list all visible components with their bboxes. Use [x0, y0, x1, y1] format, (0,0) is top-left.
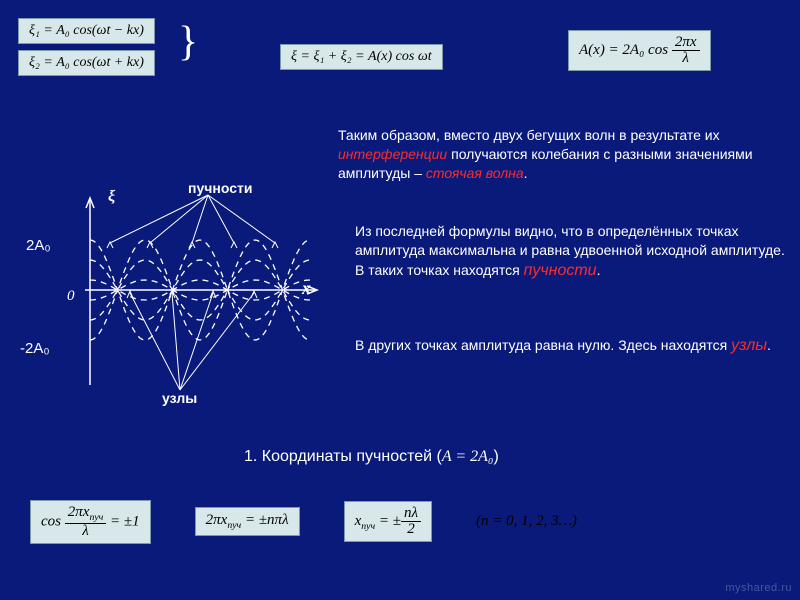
bottom-formulas-row: cos 2πxпучλ = ±1 2πxпуч = ±nπλ xпуч = ±n…: [30, 500, 770, 544]
standing-wave-diagram: пучности узлы ξ x 2A₀ -2A₀ 0: [20, 190, 330, 405]
nodes-label: узлы: [162, 390, 197, 406]
formula-xi1: ξ₁ = A₀ cos(ωt − kx): [18, 18, 155, 44]
formula-bottom-3: xпуч = ±nλ2: [344, 501, 432, 542]
xi-axis-label: ξ: [108, 188, 115, 206]
p2-end: .: [597, 262, 601, 278]
y-top-label: 2A₀: [26, 237, 51, 254]
origin-label: 0: [67, 288, 75, 305]
p1-end: .: [524, 165, 528, 181]
p3-h: узлы: [731, 337, 767, 354]
p1-pre: Таким образом, вместо двух бегущих волн …: [338, 127, 720, 143]
paragraph-3: В других точках амплитуда равна нулю. Зд…: [355, 335, 775, 357]
y-bot-label: -2A₀: [20, 340, 50, 357]
watermark: myshared.ru: [725, 582, 792, 594]
p3-pre: В других точках амплитуда равна нулю. Зд…: [355, 337, 731, 353]
formula-xi2: ξ₂ = A₀ cos(ωt + kx): [18, 50, 155, 76]
paragraph-1: Таким образом, вместо двух бегущих волн …: [338, 126, 778, 183]
formula-amplitude: A(x) = 2A₀ cos 2πxλ: [568, 30, 711, 71]
formula-bottom-1: cos 2πxпучλ = ±1: [30, 500, 151, 544]
formula-sum: ξ = ξ₁ + ξ₂ = A(x) cos ωt: [280, 44, 443, 70]
formula-bottom-2: 2πxпуч = ±nπλ: [195, 507, 300, 536]
coord-num: 1. Координаты пучностей (: [244, 448, 442, 465]
p2-h: пучности: [524, 262, 597, 279]
coord-eq: A = 2A₀: [442, 448, 494, 465]
p1-h1: интерференции: [338, 146, 447, 162]
x-axis-label: x: [302, 278, 311, 299]
coord-close: ): [493, 448, 498, 465]
formula-amplitude-wrap: A(x) = 2A₀ cos 2πxλ: [568, 30, 711, 71]
coord-heading: 1. Координаты пучностей (A = 2A₀): [244, 448, 499, 466]
p1-h2: стоячая волна: [426, 165, 524, 181]
p3-end: .: [767, 337, 771, 353]
formula-sum-wrap: ξ = ξ₁ + ξ₂ = A(x) cos ωt: [280, 44, 443, 70]
paragraph-2: Из последней формулы видно, что в опреде…: [355, 222, 785, 281]
xi-equations-group: ξ₁ = A₀ cos(ωt − kx) ξ₂ = A₀ cos(ωt + kx…: [18, 18, 155, 76]
curly-brace: }: [178, 18, 198, 66]
antinodes-label: пучности: [188, 180, 252, 196]
formula-bottom-4: (n = 0, 1, 2, 3…): [476, 513, 577, 530]
